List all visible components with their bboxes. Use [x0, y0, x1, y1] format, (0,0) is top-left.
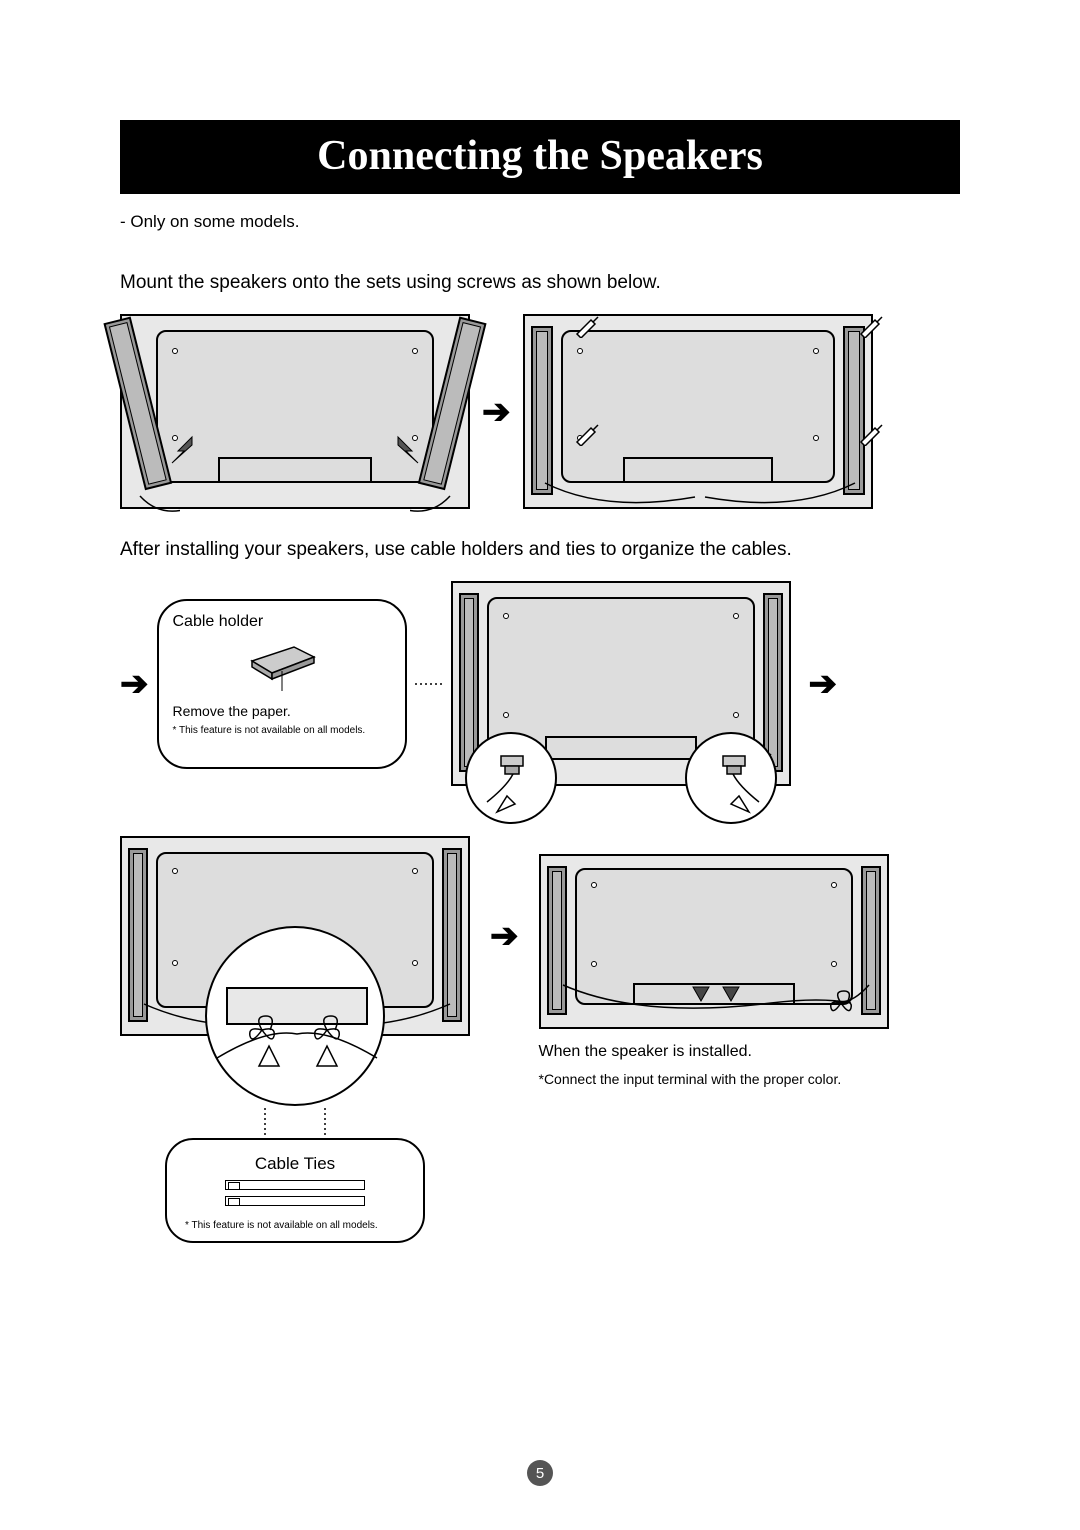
cable-line: [541, 977, 891, 1027]
diagram-row-3: Cable Ties * This feature is not availab…: [120, 836, 960, 1243]
cable-holder-icon: [232, 637, 332, 695]
cable-holder-footnote: * This feature is not available on all m…: [173, 725, 391, 736]
magnify-ties: [205, 926, 385, 1106]
tv-ties-column: Cable Ties * This feature is not availab…: [120, 836, 470, 1243]
mount-arrow-icon: [396, 435, 426, 465]
tv-diagram-3-wrap: [451, 581, 791, 786]
mount-arrow-icon: [164, 435, 194, 465]
tv-final-column: When the speaker is installed. *Connect …: [539, 854, 889, 1087]
screw-icon: [573, 312, 599, 338]
cable-ties-title: Cable Ties: [185, 1154, 405, 1174]
dotted-connector: [415, 679, 443, 689]
speaker-right-angled: [410, 308, 490, 518]
final-note: *Connect the input terminal with the pro…: [539, 1071, 889, 1087]
cable-holder-title: Cable holder: [173, 613, 391, 631]
cable-ties-footnote: * This feature is not available on all m…: [185, 1220, 405, 1231]
final-caption: When the speaker is installed.: [539, 1043, 889, 1061]
diagram-row-1: ➔: [120, 314, 960, 509]
instruction-2: After installing your speakers, use cabl…: [120, 539, 960, 561]
instruction-1: Mount the speakers onto the sets using s…: [120, 272, 960, 294]
magnify-left: [465, 732, 557, 824]
magnify-right: [685, 732, 777, 824]
cable-line: [525, 477, 875, 517]
page-title: Connecting the Speakers: [120, 120, 960, 194]
tv-diagram-2: [523, 314, 873, 509]
speaker-left-angled: [100, 308, 180, 518]
tie-icon: [225, 1180, 365, 1190]
cable-holder-callout: Cable holder Remove the paper. * This fe…: [157, 599, 407, 769]
page-number: 5: [527, 1460, 553, 1486]
arrow-right-icon: ➔: [490, 916, 519, 956]
dotted-connector: [205, 1108, 385, 1138]
cable-ties-callout: Cable Ties * This feature is not availab…: [165, 1138, 425, 1243]
models-note: - Only on some models.: [120, 212, 960, 232]
tv-diagram-5: [539, 854, 889, 1029]
cable-holder-sub: Remove the paper.: [173, 703, 391, 719]
diagram-row-2: ➔ Cable holder Remove the paper. * This …: [120, 581, 960, 786]
tv-diagram-1: [120, 314, 470, 509]
screw-icon: [857, 420, 883, 446]
screw-icon: [573, 420, 599, 446]
tie-icon: [225, 1196, 365, 1206]
screw-icon: [857, 312, 883, 338]
arrow-right-icon: ➔: [809, 664, 838, 704]
arrow-right-icon: ➔: [120, 664, 149, 704]
